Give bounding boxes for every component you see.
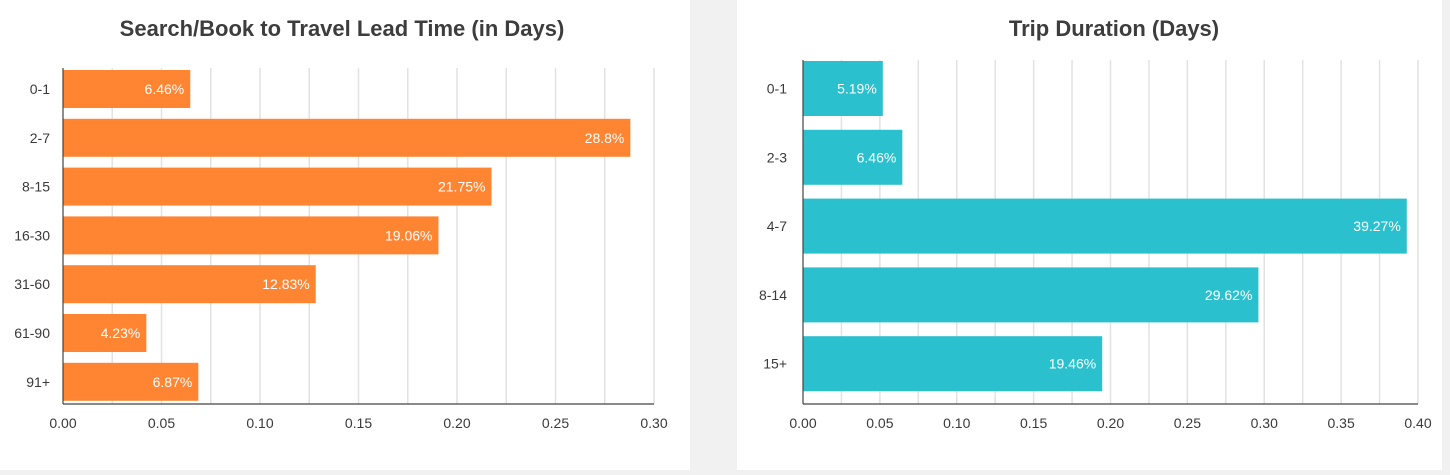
lead-time-data-label: 6.46% [145,81,185,97]
lead-time-chart-title: Search/Book to Travel Lead Time (in Days… [120,16,565,41]
trip-duration-category-label: 2-3 [767,149,787,165]
lead-time-category-label: 2-7 [30,130,50,146]
trip-duration-chart-title: Trip Duration (Days) [1009,16,1219,41]
trip-duration-bar [803,129,903,185]
trip-duration-x-tick-label: 0.00 [789,415,816,431]
lead-time-data-label: 19.06% [385,227,432,243]
trip-duration-bar [803,198,1407,254]
trip-duration-data-label: 39.27% [1353,218,1400,234]
lead-time-data-label: 21.75% [438,179,485,195]
trip-duration-category-label: 8-14 [759,287,787,303]
trip-duration-bar [803,267,1259,323]
trip-duration-category-label: 4-7 [767,218,787,234]
lead-time-data-label: 4.23% [101,325,141,341]
trip-duration-x-tick-label: 0.15 [1020,415,1047,431]
lead-time-bar [63,167,492,206]
trip-duration-bar [803,336,1103,392]
lead-time-bar [63,265,316,304]
trip-duration-x-tick-label: 0.10 [943,415,970,431]
trip-duration-data-label: 6.46% [857,149,897,165]
lead-time-x-tick-label: 0.00 [49,415,76,431]
lead-time-category-label: 61-90 [14,325,50,341]
lead-time-category-label: 0-1 [30,81,50,97]
trip-duration-bar [803,61,883,116]
lead-time-bar [63,118,631,157]
lead-time-data-label: 28.8% [585,130,625,146]
trip-duration-x-tick-label: 0.05 [866,415,893,431]
lead-time-x-tick-label: 0.20 [443,415,470,431]
lead-time-bar [63,70,191,108]
lead-time-data-label: 6.87% [153,374,193,390]
lead-time-category-label: 91+ [26,374,50,390]
trip-duration-category-label: 0-1 [767,81,787,97]
lead-time-category-label: 8-15 [22,179,50,195]
trip-duration-category-label: 15+ [763,356,787,372]
lead-time-x-tick-label: 0.30 [640,415,667,431]
trip-duration-chart: Trip Duration (Days) 0.00 0.05 0.10 0.15 0.20… [759,16,1432,431]
trip-duration-chart-panel: Trip Duration (Days) 0.00 0.05 0.10 0.15 0.20… [737,0,1442,470]
trip-duration-x-tick-label: 0.20 [1097,415,1124,431]
lead-time-x-tick-label: 0.15 [345,415,372,431]
trip-duration-x-tick-label: 0.40 [1404,415,1431,431]
lead-time-bar [63,362,199,401]
lead-time-category-label: 31-60 [14,276,50,292]
trip-duration-x-tick-label: 0.35 [1328,415,1355,431]
lead-time-x-tick-label: 0.05 [148,415,175,431]
lead-time-bar [63,314,147,352]
lead-time-bar [63,216,439,255]
trip-duration-x-tick-label: 0.25 [1174,415,1201,431]
lead-time-x-tick-label: 0.10 [246,415,273,431]
lead-time-data-label: 12.83% [262,276,309,292]
trip-duration-data-label: 5.19% [837,81,877,97]
lead-time-chart-panel: Search/Book to Travel Lead Time (in Days… [0,0,690,470]
lead-time-category-label: 16-30 [14,227,50,243]
trip-duration-data-label: 29.62% [1205,287,1252,303]
lead-time-chart: Search/Book to Travel Lead Time (in Days… [14,16,668,431]
lead-time-x-tick-label: 0.25 [542,415,569,431]
trip-duration-data-label: 19.46% [1049,356,1096,372]
trip-duration-x-tick-label: 0.30 [1251,415,1278,431]
